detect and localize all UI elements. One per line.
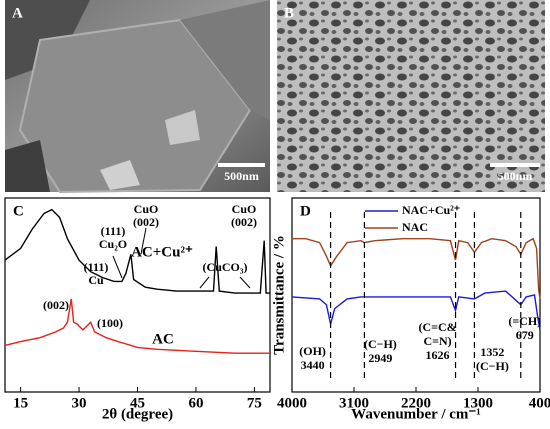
series-line bbox=[4, 208, 270, 294]
peak-annotation: (002) bbox=[43, 298, 69, 312]
peak-annotation: (=CH) bbox=[508, 314, 541, 328]
peak-annotation: (111) bbox=[84, 260, 109, 274]
peak-annotation: 1352 bbox=[480, 345, 504, 359]
series-label: AC+Cu²⁺ bbox=[131, 244, 193, 260]
peak-annotation: Cu₂O bbox=[99, 237, 127, 251]
peak-annotation: (111) bbox=[101, 224, 126, 238]
x-tick-label: 1300 bbox=[463, 395, 493, 411]
scale-bar bbox=[490, 163, 540, 167]
scale-bar bbox=[218, 163, 265, 167]
peak-annotation: Cu bbox=[88, 273, 104, 287]
scale-bar-label: 500nm bbox=[224, 169, 259, 183]
x-tick-label: 15 bbox=[13, 395, 28, 411]
x-tick-label: 30 bbox=[72, 395, 87, 411]
series-line bbox=[291, 290, 541, 331]
peak-annotation: 3440 bbox=[301, 358, 325, 372]
x-tick-label: 75 bbox=[247, 395, 262, 411]
peak-annotation: (OH) bbox=[299, 344, 326, 358]
x-tick-label: 3100 bbox=[339, 395, 369, 411]
peak-annotation: CuO bbox=[134, 202, 159, 216]
scale-bar-label: 500nm bbox=[498, 169, 533, 183]
panel-label: B bbox=[284, 5, 294, 21]
panel-label: D bbox=[300, 203, 311, 219]
legend-label: NAC+Cu²⁺ bbox=[402, 203, 460, 217]
peak-annotation: (002) bbox=[231, 215, 257, 229]
peak-annotation: (C−H) bbox=[364, 337, 397, 351]
peak-annotation: 1626 bbox=[426, 348, 450, 362]
sem-image-a bbox=[5, 0, 270, 194]
peak-annotation: (C=C& bbox=[418, 320, 456, 334]
x-tick-label: 400 bbox=[529, 395, 550, 411]
x-tick-label: 4000 bbox=[277, 395, 307, 411]
peak-annotation: 2949 bbox=[368, 351, 392, 365]
peak-annotation: (CuCO₃) bbox=[203, 260, 248, 274]
panel-label: C bbox=[13, 203, 24, 219]
peak-annotation: (002) bbox=[133, 215, 159, 229]
peak-annotation: C=N) bbox=[423, 334, 451, 348]
annotation-arrows bbox=[112, 227, 251, 289]
legend-label: NAC bbox=[402, 220, 428, 234]
x-axis-label: Wavenumber / cm⁻¹ bbox=[351, 406, 481, 422]
series-line bbox=[4, 298, 270, 354]
series-line bbox=[292, 237, 541, 299]
y-axis-label: Transmittance / % bbox=[271, 235, 287, 355]
sem-image-b bbox=[277, 0, 545, 192]
peak-annotation: CuO bbox=[232, 202, 257, 216]
x-axis-label: 2θ (degree) bbox=[102, 406, 173, 422]
x-tick-label: 45 bbox=[130, 395, 145, 411]
panel-label: A bbox=[12, 5, 23, 21]
x-tick-label: 60 bbox=[188, 395, 203, 411]
peak-annotation: 679 bbox=[516, 328, 534, 342]
series-label: AC bbox=[152, 331, 174, 347]
peak-annotation: (C−H) bbox=[476, 359, 509, 373]
x-tick-label: 2200 bbox=[401, 395, 431, 411]
peak-annotation: (100) bbox=[97, 316, 123, 330]
